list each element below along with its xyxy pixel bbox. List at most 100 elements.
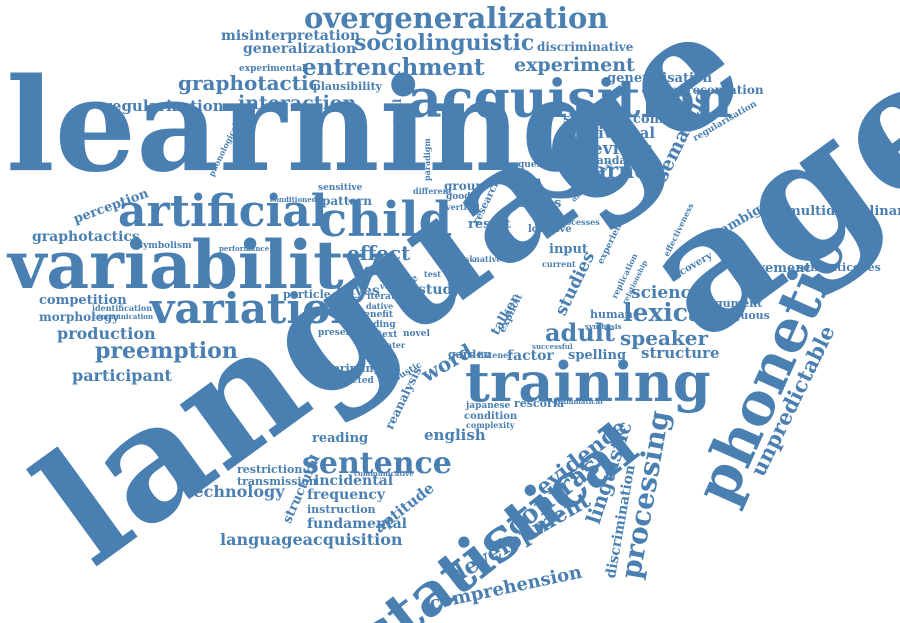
word-symbolism: symbolism <box>138 241 192 251</box>
word-result: result <box>468 217 511 232</box>
word-biases: biases <box>516 196 562 211</box>
word-japanese: japanese <box>466 401 511 411</box>
word-locative: locative <box>528 224 572 235</box>
word-artificial: artificial <box>118 186 328 237</box>
word-child: child <box>318 192 453 248</box>
word-preemption: preemption <box>95 338 238 364</box>
word-finding: finding <box>360 320 396 330</box>
word-pattern: pattern <box>322 194 372 208</box>
word-identification: identification <box>92 303 153 313</box>
word-experimental: experimental <box>239 64 306 74</box>
word-task: task <box>456 254 475 264</box>
word-transmission: transmission <box>237 475 317 488</box>
word-languageacquisition: languageacquisition <box>220 530 403 549</box>
word-tone: tone <box>356 260 396 279</box>
word-present: present <box>318 328 357 338</box>
word-listener: listener <box>478 350 513 360</box>
word-priming: priming <box>332 362 382 375</box>
word-morphology: morphology <box>39 310 120 324</box>
word-dative: dative <box>366 301 394 311</box>
word-greater: greater <box>372 340 406 350</box>
word-vowel: vowel <box>380 281 405 291</box>
word-sentence: sentence <box>302 446 452 481</box>
word-technology: technology <box>186 482 285 501</box>
word-frequency: frequency <box>307 487 386 503</box>
word-different: different <box>413 186 453 196</box>
word-effect: effect <box>347 241 411 265</box>
word-performance: performance <box>219 244 270 253</box>
word-complexity: complexity <box>466 420 515 430</box>
word-lexical: lexical <box>623 298 714 327</box>
word-processes: processes <box>556 217 600 227</box>
word-sensitive: sensitive <box>318 183 363 193</box>
word-ambiguous: ambiguous <box>702 309 770 322</box>
word-bayes: bayes <box>336 283 380 299</box>
word-question: question <box>518 160 562 170</box>
word-vertical: vertical <box>446 202 480 212</box>
word-movement: movement <box>735 261 811 276</box>
word-particle: particle <box>283 288 331 301</box>
word-training: training <box>465 350 711 414</box>
word-fundamental: fundamental <box>307 516 407 532</box>
word-communicative: communicative <box>354 469 414 478</box>
word-factor: factor <box>507 348 554 364</box>
word-directed: directed <box>332 376 374 386</box>
word-grammatical: grammatical <box>553 397 603 406</box>
word-communication: communication <box>92 312 154 321</box>
word-plausibility: plausibility <box>313 80 383 93</box>
word-competition: competition <box>39 293 127 308</box>
word-speaker: speaker <box>620 326 709 350</box>
word-english: english <box>424 426 486 444</box>
word-misinterpretation: misinterpretation <box>221 28 361 44</box>
word-spelling: spelling <box>568 348 627 363</box>
word-paradigm: paradigm <box>422 138 432 181</box>
word-input: input <box>549 242 588 257</box>
word-generalization: generalization <box>243 41 357 57</box>
word-incidental: incidental <box>314 473 394 489</box>
word-study: study <box>418 282 461 298</box>
word-variability: variability <box>8 226 382 304</box>
word-group: group <box>444 179 484 193</box>
word-argument: argument <box>702 297 763 310</box>
word-graphotactics: graphotactics <box>32 229 140 245</box>
word-perceptual: perceptual <box>391 98 404 165</box>
word-regularization: regularization <box>104 97 224 115</box>
word-native: native <box>474 254 502 264</box>
word-generalisation: generalisation <box>607 71 713 86</box>
word-overgeneralization: overgeneralization <box>304 1 609 35</box>
word-condition: condition <box>464 411 518 422</box>
word-current: current <box>542 259 576 269</box>
word-context: context <box>360 330 398 340</box>
word-individual: individual <box>571 124 656 142</box>
word-successful: successful <box>532 342 573 351</box>
word-participant: participant <box>72 366 172 385</box>
word-adult: adult <box>545 318 615 347</box>
word-discriminative: discriminative <box>537 40 634 54</box>
word-entrenchment: entrenchment <box>302 54 485 81</box>
word-mandarin: mandarin <box>585 154 645 167</box>
word-sociolinguistic: sociolinguistic <box>354 30 535 56</box>
word-previous: previous <box>571 139 653 159</box>
word-science: science <box>631 283 702 303</box>
word-representation: representation <box>664 83 764 97</box>
word-test: test <box>424 269 441 279</box>
word-conditioned: conditioned <box>270 195 317 204</box>
word-instruction: instruction <box>307 503 376 516</box>
word-good: good <box>446 192 471 202</box>
word-variation: variation <box>150 284 361 333</box>
word-rescorla: rescorla <box>514 397 565 410</box>
word-human: human <box>590 308 633 321</box>
word-learning: learning <box>6 51 611 201</box>
word-syntactic-constraint: syntactic constraint <box>563 112 709 127</box>
word-production: production <box>57 324 156 343</box>
word-structure: structure <box>641 344 720 362</box>
word-novel: novel <box>403 329 430 339</box>
word-garden: garden <box>448 348 492 361</box>
word-multidisciplinary: multidisciplinary <box>787 204 900 219</box>
word-interaction: interaction <box>238 92 357 114</box>
word-benefit: benefit <box>358 310 393 320</box>
word-learner: learner <box>570 158 660 184</box>
word-acquisition: acquisition <box>408 69 733 130</box>
word-reading: reading <box>312 431 369 446</box>
